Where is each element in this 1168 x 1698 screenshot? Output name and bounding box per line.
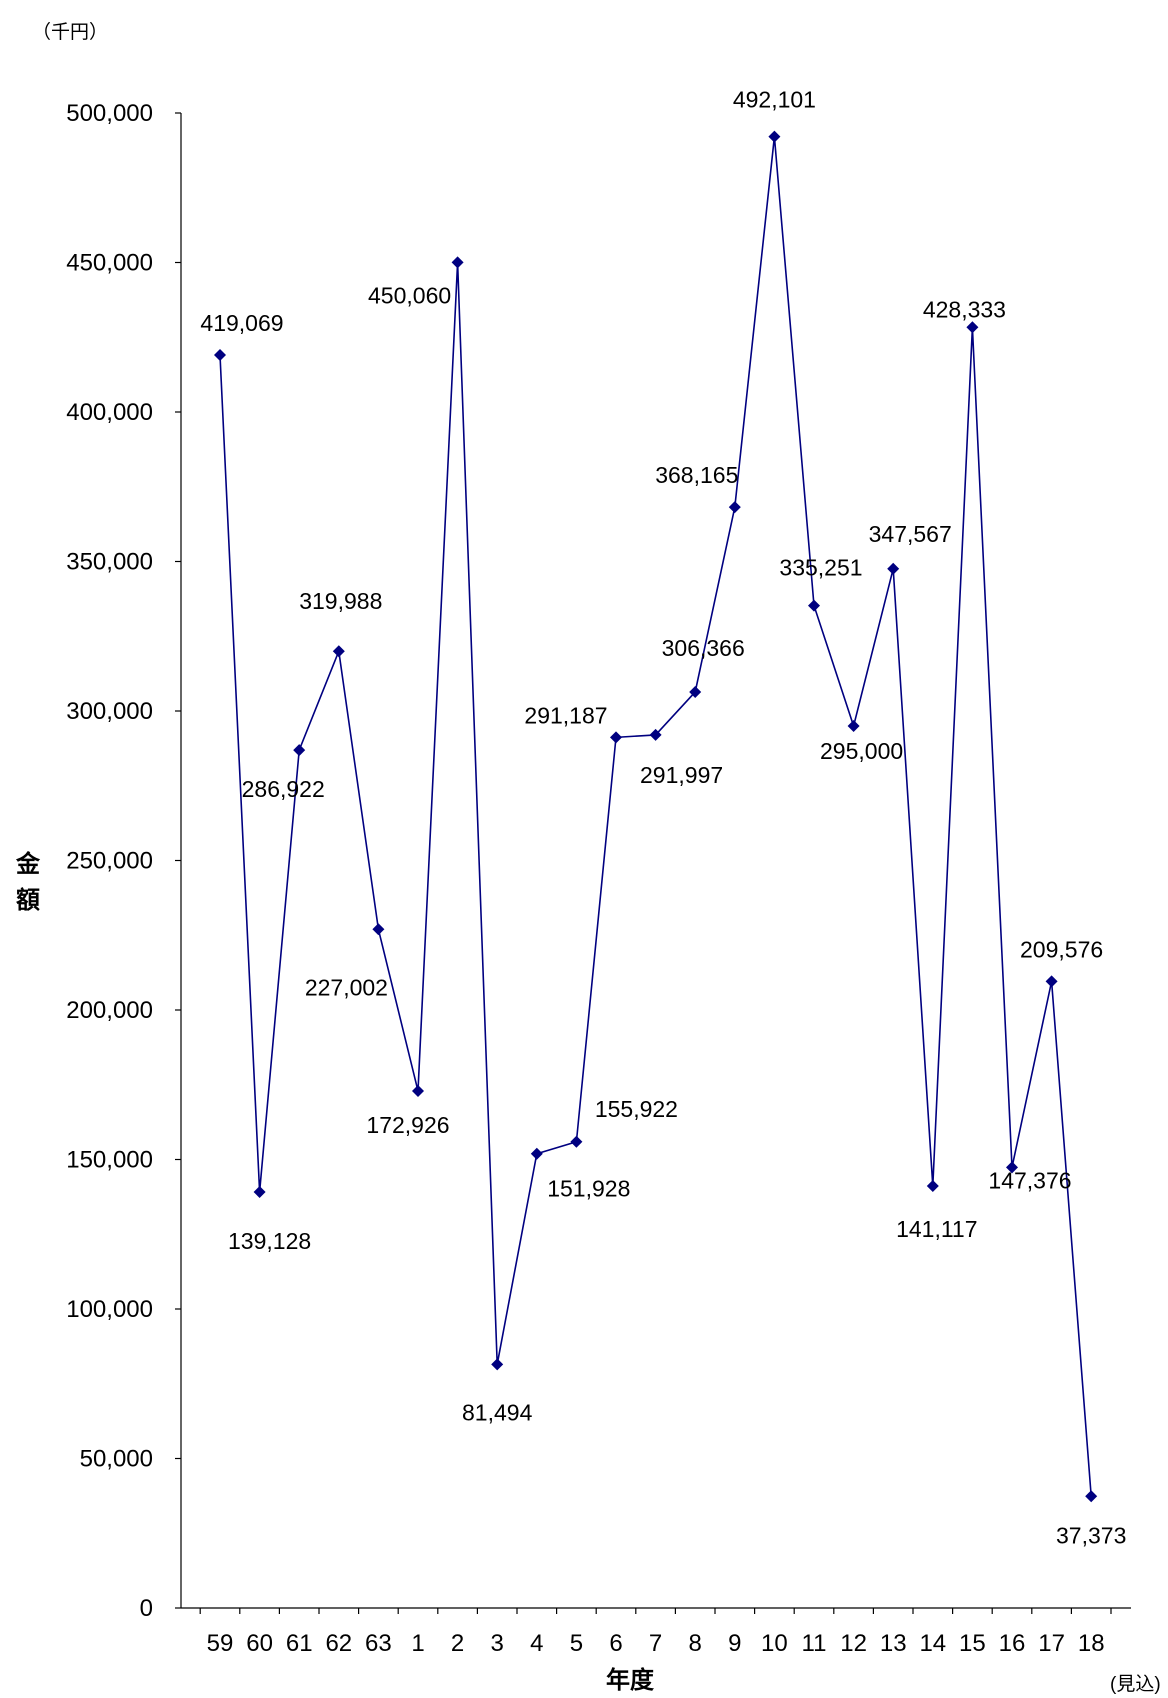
- x-tick-label: 59: [207, 1630, 234, 1657]
- x-tick-label: 8: [689, 1630, 702, 1657]
- data-point-marker: [649, 728, 662, 741]
- data-point-marker: [847, 719, 860, 732]
- y-tick-label: 150,000: [66, 1147, 153, 1174]
- y-tick-label: 100,000: [66, 1296, 153, 1323]
- y-tick-label: 500,000: [66, 100, 153, 127]
- data-label: 139,128: [228, 1228, 311, 1254]
- x-axis-ticks: 59 60 61 62 63 1 2 3 4 5 6 7 8 9 10 11 12 13 14 15 16 17 18: [199, 1608, 1112, 1657]
- data-label: 295,000: [820, 738, 903, 764]
- data-point-marker: [768, 130, 781, 143]
- y-tick-label: 450,000: [66, 250, 153, 277]
- data-label: 306,366: [662, 635, 745, 661]
- data-label: 141,117: [896, 1216, 977, 1242]
- x-tick-label: 63: [365, 1630, 392, 1657]
- data-label: 291,997: [640, 762, 723, 788]
- data-label: 81,494: [462, 1399, 533, 1425]
- data-point-marker: [728, 501, 741, 514]
- data-label: 151,928: [547, 1176, 630, 1202]
- data-label: 172,926: [366, 1112, 449, 1138]
- x-tick-label: 12: [840, 1630, 867, 1657]
- y-tick-label: 300,000: [66, 698, 153, 725]
- data-point-marker: [570, 1135, 583, 1148]
- x-tick-label: 14: [919, 1630, 946, 1657]
- series-markers: [214, 130, 1098, 1503]
- data-point-marker: [1006, 1161, 1018, 1174]
- x-axis-note: (見込): [1110, 1673, 1161, 1695]
- data-point-marker: [926, 1180, 939, 1193]
- data-point-marker: [293, 744, 306, 757]
- y-tick-label: 350,000: [66, 549, 153, 576]
- series-line: [219, 136, 1092, 1497]
- data-point-marker: [412, 1084, 424, 1097]
- unit-label: （千円）: [32, 21, 108, 43]
- x-tick-label: 6: [609, 1630, 622, 1657]
- data-point-marker: [214, 348, 226, 361]
- x-tick-label: 61: [286, 1630, 313, 1657]
- data-point-marker: [966, 321, 979, 334]
- x-tick-label: 15: [959, 1630, 986, 1657]
- data-point-marker: [491, 1358, 504, 1371]
- x-tick-label: 1: [411, 1630, 424, 1657]
- x-tick-label: 5: [570, 1630, 583, 1657]
- x-tick-label: 4: [530, 1630, 543, 1657]
- data-point-marker: [1085, 1490, 1098, 1503]
- data-label: 147,376: [988, 1167, 1071, 1193]
- x-tick-label: 60: [246, 1630, 273, 1657]
- data-point-marker: [451, 256, 464, 269]
- x-tick-label: 7: [649, 1630, 662, 1657]
- data-label: 428,333: [923, 296, 1006, 322]
- y-axis-title-char-1: 金: [15, 850, 41, 878]
- y-tick-label: 200,000: [66, 997, 153, 1024]
- data-point-marker: [808, 599, 820, 612]
- data-point-marker: [253, 1186, 266, 1199]
- data-label: 335,251: [779, 555, 862, 581]
- x-tick-label: 16: [999, 1630, 1026, 1657]
- x-tick-label: 13: [880, 1630, 907, 1657]
- data-label: 450,060: [368, 282, 451, 308]
- data-label: 227,002: [305, 974, 388, 1000]
- data-point-marker: [610, 731, 622, 744]
- data-label: 291,187: [524, 702, 607, 728]
- y-tick-label: 400,000: [66, 399, 153, 426]
- data-label: 368,165: [655, 462, 738, 488]
- y-tick-label: 50,000: [80, 1446, 153, 1473]
- y-axis-ticks: 0 50,000 100,000 150,000 200,000 250,000 300,0…: [66, 100, 181, 1622]
- data-label: 419,069: [200, 310, 283, 336]
- data-label: 209,576: [1020, 936, 1103, 962]
- y-tick-label: 250,000: [66, 848, 153, 875]
- data-label: 347,567: [869, 521, 952, 547]
- data-point-marker: [689, 685, 702, 698]
- data-label: 37,373: [1056, 1522, 1126, 1548]
- x-tick-label: 9: [728, 1630, 741, 1657]
- x-tick-label: 2: [451, 1630, 464, 1657]
- x-tick-label: 17: [1038, 1630, 1065, 1657]
- data-point-marker: [332, 645, 345, 658]
- x-tick-label: 11: [802, 1630, 827, 1657]
- data-label: 319,988: [299, 588, 382, 614]
- y-axis-title-char-2: 額: [16, 886, 40, 914]
- data-labels: 419,069 139,128 286,922 319,988 227,002 172,9…: [200, 87, 1126, 1549]
- data-label: 155,922: [595, 1096, 678, 1122]
- data-label: 286,922: [242, 776, 325, 802]
- x-tick-label: 62: [325, 1630, 352, 1657]
- x-tick-label: 10: [761, 1630, 788, 1657]
- x-axis-title: 年度: [606, 1666, 655, 1694]
- y-axis-title: 金 額: [15, 850, 41, 914]
- data-point-marker: [887, 562, 900, 575]
- data-point-marker: [530, 1147, 543, 1160]
- data-point-marker: [372, 923, 385, 936]
- x-tick-label: 18: [1078, 1630, 1105, 1657]
- data-label: 492,101: [733, 87, 816, 113]
- data-point-marker: [1045, 975, 1058, 988]
- y-tick-label: 0: [140, 1595, 153, 1622]
- x-tick-label: 3: [491, 1630, 504, 1657]
